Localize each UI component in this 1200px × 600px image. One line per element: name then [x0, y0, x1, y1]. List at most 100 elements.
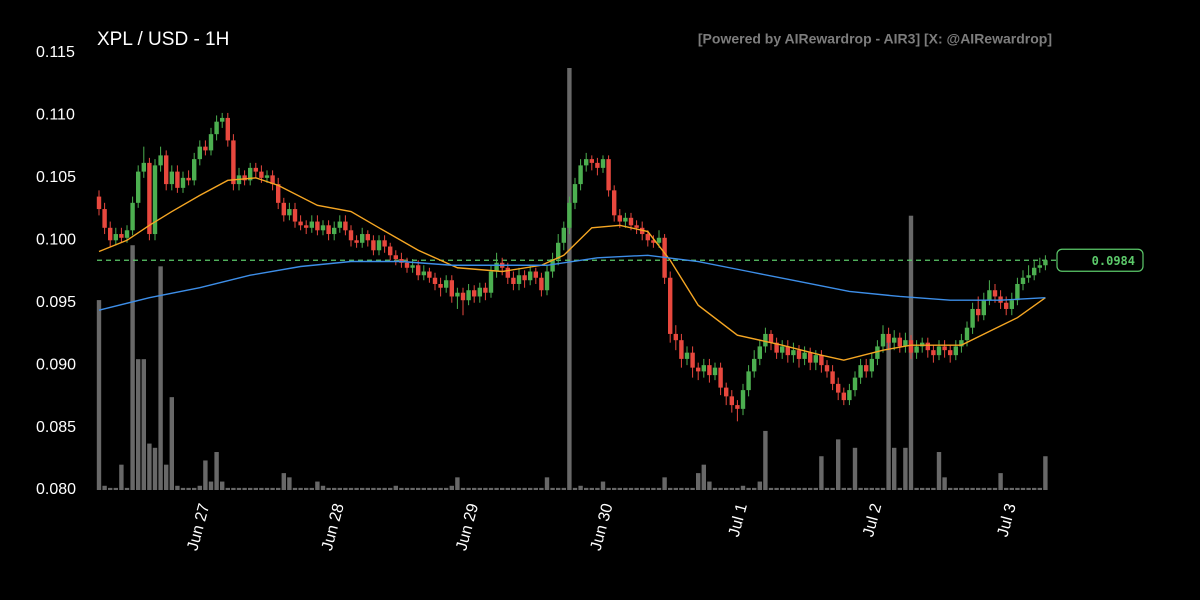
candle-body	[841, 392, 846, 401]
volume-bar	[533, 487, 538, 490]
candle-body	[371, 240, 376, 251]
volume-bar	[707, 481, 712, 490]
volume-bar	[516, 487, 522, 490]
candle-body	[455, 292, 460, 297]
candle-body	[404, 262, 410, 268]
volume-bar	[169, 397, 174, 490]
volume-bar	[925, 487, 930, 490]
candle-body	[892, 337, 897, 343]
volume-bar	[164, 464, 169, 490]
volume-bar	[1032, 487, 1037, 490]
volume-bar	[304, 487, 309, 490]
candle-body	[141, 162, 146, 172]
volume-bar	[259, 487, 264, 490]
volume-bar	[354, 487, 359, 490]
volume-bar	[309, 487, 314, 490]
candle-body	[511, 277, 516, 284]
candle-body	[791, 350, 796, 356]
volume-bar	[444, 487, 449, 490]
candle-body	[886, 333, 891, 343]
volume-bar	[186, 487, 191, 490]
candle-body	[724, 387, 729, 397]
candle-body	[208, 134, 214, 151]
y-tick-label: 0.105	[36, 169, 76, 186]
candle-body	[225, 117, 230, 141]
y-tick-label: 0.085	[36, 419, 76, 436]
candle-body	[522, 275, 527, 281]
candle-body	[679, 340, 684, 359]
volume-bar	[1026, 487, 1031, 490]
volume-bar	[388, 487, 393, 490]
candle-body	[203, 146, 208, 151]
candle-body	[953, 346, 958, 356]
volume-bar	[970, 487, 975, 490]
volume-bar	[869, 487, 874, 490]
candle-body	[175, 171, 180, 188]
volume-bar	[729, 487, 734, 490]
volume-bar	[276, 487, 281, 490]
volume-bar	[214, 452, 219, 490]
candle-body	[516, 275, 522, 284]
volume-bar	[567, 68, 572, 490]
candle-body	[113, 234, 118, 241]
x-tick-label: Jul 1	[726, 502, 751, 539]
candle-body	[158, 155, 163, 166]
candle-body	[908, 340, 914, 353]
candle-body	[645, 234, 650, 241]
candle-body	[264, 175, 270, 178]
volume-bar	[953, 487, 958, 490]
candle-body	[1026, 275, 1031, 278]
candle-body	[612, 190, 617, 216]
candle-body	[925, 342, 930, 351]
candle-body	[416, 265, 421, 276]
x-tick-label: Jun 30	[588, 502, 617, 553]
candle-body	[376, 240, 382, 251]
volume-bar	[449, 485, 454, 490]
volume-bar	[824, 487, 830, 490]
volume-bar	[701, 464, 706, 490]
volume-bar	[914, 487, 919, 490]
candle-body	[948, 350, 953, 356]
candle-body	[858, 365, 863, 378]
volume-bar	[617, 487, 622, 490]
candle-body	[959, 340, 964, 347]
candle-body	[102, 209, 107, 228]
candle-body	[808, 352, 813, 363]
volume-bar	[326, 487, 331, 490]
candle-body	[421, 271, 426, 276]
volume-bar	[315, 481, 320, 490]
y-tick-label: 0.110	[36, 107, 75, 124]
volume-bar	[416, 487, 421, 490]
volume-bar	[875, 487, 880, 490]
candle-body	[617, 215, 622, 222]
candle-body	[186, 177, 191, 181]
volume-bar	[393, 485, 398, 490]
candle-body	[1004, 302, 1009, 309]
volume-bar	[180, 487, 186, 490]
y-tick-label: 0.080	[36, 481, 76, 498]
volume-bar	[337, 487, 342, 490]
volume-bar	[757, 481, 762, 490]
candle-body	[556, 242, 561, 260]
candle-body	[651, 240, 656, 243]
volume-bar	[1043, 456, 1048, 490]
volume-bar	[108, 487, 113, 490]
candle-body	[970, 308, 975, 328]
candle-body	[869, 358, 874, 372]
volume-bar	[712, 487, 718, 490]
volume-bar	[600, 481, 606, 490]
volume-bar	[785, 487, 790, 490]
volume-bar	[528, 487, 533, 490]
candle-body	[382, 240, 387, 247]
x-tick-label: Jun 27	[184, 502, 213, 553]
volume-bar	[584, 487, 589, 490]
volume-bar	[544, 477, 550, 490]
candle-body	[746, 371, 751, 391]
candle-body	[673, 333, 678, 341]
volume-bar	[365, 487, 370, 490]
candle-body	[388, 246, 393, 256]
volume-bar	[796, 487, 802, 490]
candle-body	[763, 333, 768, 347]
candle-body	[494, 262, 499, 272]
candle-body	[875, 346, 880, 359]
